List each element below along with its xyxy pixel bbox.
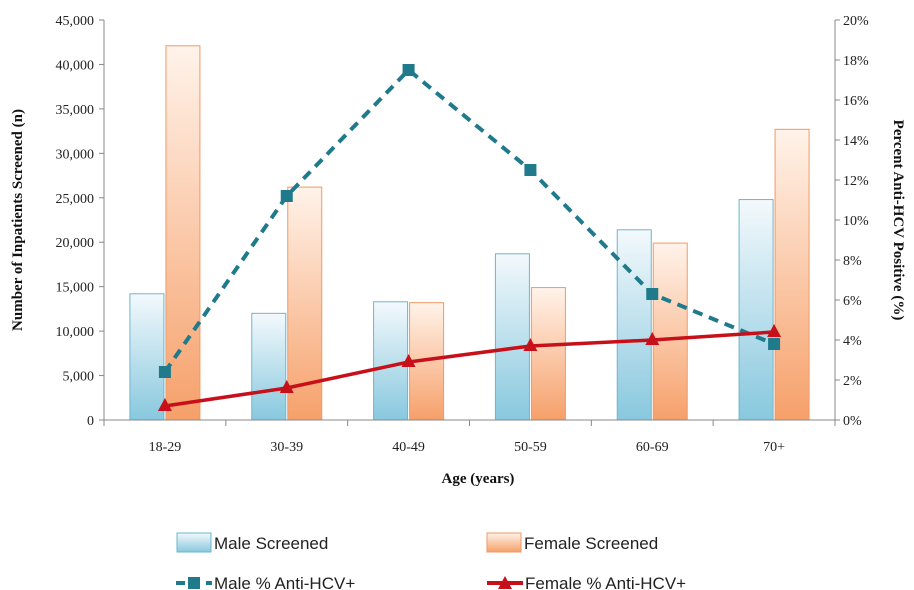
- y2-tick-label: 0%: [843, 414, 862, 429]
- point-female-anti-hcv-60-69: [645, 332, 660, 345]
- bar-male-screened-30-39: [251, 312, 287, 421]
- point-male-anti-hcv-18-29: [158, 366, 171, 378]
- y2-tick-label: 6%: [843, 294, 862, 309]
- y2-tick-label: 8%: [843, 254, 862, 269]
- line-male-anti-hcv: [163, 68, 775, 374]
- point-male-anti-hcv-70: [768, 338, 781, 350]
- bar-female-screened-60-69: [652, 242, 688, 421]
- line-female-anti-hcv: [164, 330, 775, 408]
- legend-swatch-female-screened: [486, 532, 522, 553]
- point-female-anti-hcv-18-29: [157, 398, 172, 411]
- y2-tick-label: 4%: [843, 334, 862, 349]
- y-axis-title: Number of Inpatients Screened (n): [10, 109, 26, 331]
- bar-female-screened-70: [774, 128, 810, 421]
- bar-male-screened-60-69: [616, 229, 652, 421]
- y-tick-label: 40,000: [56, 58, 95, 73]
- y2-tick-label: 18%: [843, 54, 869, 69]
- y2-tick-label: 16%: [843, 94, 869, 109]
- y2-axis-title: Percent Anti-HCV Positive (%): [890, 120, 906, 321]
- y2-tick-label: 2%: [843, 374, 862, 389]
- y2-tick-label: 20%: [843, 14, 869, 29]
- legend-label-female-screened: Female Screened: [524, 534, 658, 553]
- legend-marker-male-pct: [188, 577, 200, 589]
- legend-item-female-screened: Female Screened: [486, 532, 658, 553]
- y-tick-label: 5,000: [63, 370, 95, 385]
- bar-male-screened-40-49: [373, 301, 409, 421]
- point-male-anti-hcv-30-39: [280, 190, 293, 202]
- x-tick-label: 18-29: [149, 440, 182, 455]
- y-tick-label: 0: [87, 414, 94, 429]
- point-male-anti-hcv-60-69: [646, 288, 659, 300]
- x-tick-label: 40-49: [392, 440, 425, 455]
- y2-tick-label: 14%: [843, 134, 869, 149]
- legend: Male Screened Female Screened Male % Ant…: [176, 532, 686, 590]
- legend-item-male-screened: Male Screened: [176, 532, 328, 553]
- x-tick-label: 50-59: [514, 440, 547, 455]
- point-female-anti-hcv-50-59: [523, 338, 538, 351]
- legend-marker-female-pct: [498, 576, 512, 589]
- y2-tick-label: 12%: [843, 174, 869, 189]
- legend-label-female-pct: Female % Anti-HCV+: [525, 574, 686, 590]
- y2-tick-label: 10%: [843, 214, 869, 229]
- point-female-anti-hcv-70: [767, 324, 782, 337]
- y-tick-label: 35,000: [56, 103, 95, 118]
- point-female-anti-hcv-40-49: [401, 354, 416, 367]
- y-tick-label: 45,000: [56, 14, 95, 29]
- legend-label-male-pct: Male % Anti-HCV+: [214, 574, 355, 590]
- bar-male-screened-50-59: [494, 253, 530, 421]
- bar-male-screened-70: [738, 199, 774, 421]
- legend-item-female-pct: Female % Anti-HCV+: [487, 574, 686, 590]
- y-tick-label: 25,000: [56, 192, 95, 207]
- x-tick-label: 30-39: [270, 440, 303, 455]
- bar-male-screened-18-29: [129, 293, 165, 421]
- x-tick-label: 70+: [763, 440, 785, 455]
- bars-layer: [129, 45, 810, 421]
- bar-female-screened-50-59: [530, 287, 566, 421]
- x-tick-label: 60-69: [636, 440, 669, 455]
- y-tick-label: 15,000: [56, 281, 95, 296]
- point-male-anti-hcv-50-59: [524, 164, 537, 176]
- x-axis-title: Age (years): [442, 471, 515, 487]
- y-tick-label: 20,000: [56, 236, 95, 251]
- y-tick-label: 10,000: [56, 325, 95, 340]
- bar-female-screened-18-29: [165, 45, 201, 421]
- point-male-anti-hcv-40-49: [402, 64, 415, 76]
- legend-swatch-male-screened: [176, 532, 212, 553]
- lines-layer: [157, 64, 782, 411]
- y-tick-label: 30,000: [56, 147, 95, 162]
- point-female-anti-hcv-30-39: [279, 380, 294, 393]
- legend-item-male-pct: Male % Anti-HCV+: [176, 574, 355, 590]
- legend-label-male-screened: Male Screened: [214, 534, 328, 553]
- axes-layer: 0 5,000 10,000 15,000 20,000 25,000 30,000 35,0…: [56, 14, 870, 455]
